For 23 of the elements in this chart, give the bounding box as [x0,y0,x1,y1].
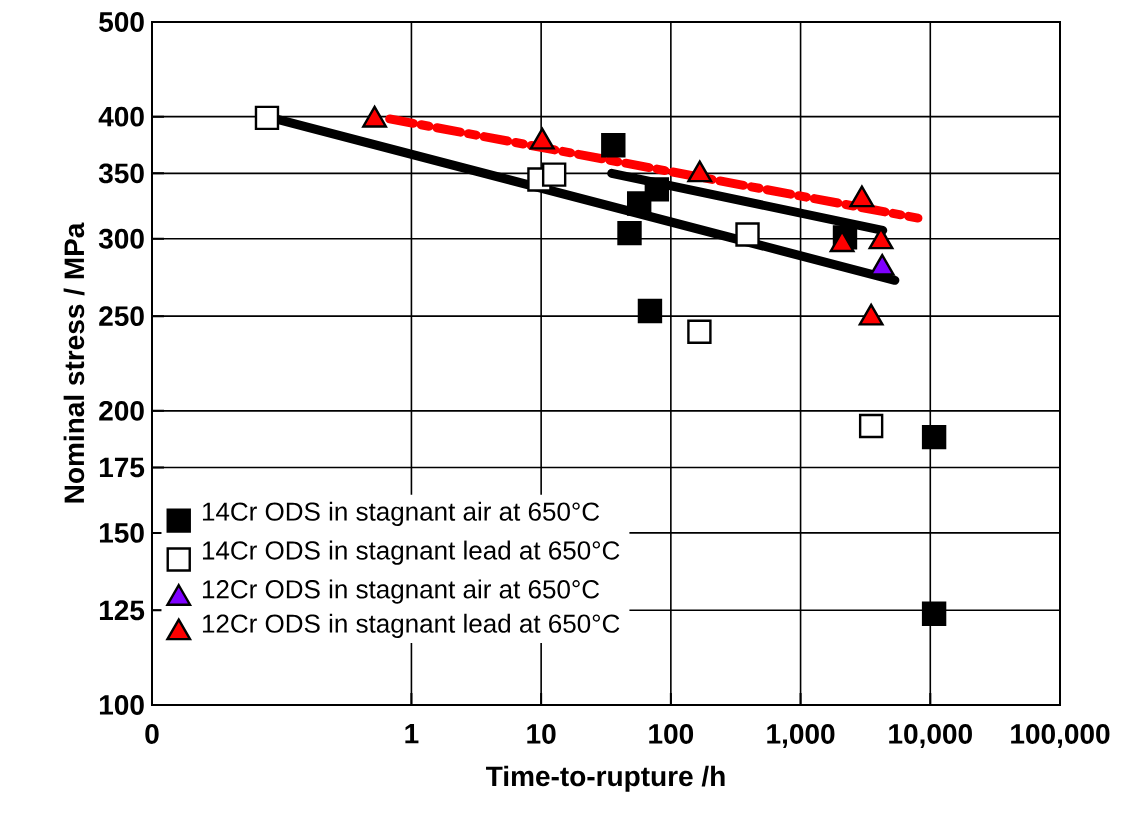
y-tick-label: 400 [98,106,144,127]
legend-label: 12Cr ODS in stagnant air at 650°C [202,579,600,604]
y-tick-label: 100 [99,695,144,715]
y-tick-label: 200 [99,400,144,421]
x-tick-label: 10,000 [889,724,972,748]
x-tick-label: 100 [649,724,694,744]
legend-label: 12Cr ODS in stagnant lead at 650°C [202,613,620,638]
x-tick-label: 1 [405,724,419,744]
legend-label: 14Cr ODS in stagnant air at 650°C [202,501,600,526]
y-tick-label: 350 [98,163,144,184]
y-tick-label: 250 [99,306,144,327]
y-axis-title: Nominal stress / MPa [63,222,85,503]
x-tick-label: 100,000 [1011,724,1110,748]
x-tick-label: 1,000 [767,724,835,748]
legend-label: 14Cr ODS in stagnant lead at 650°C [202,540,620,565]
x-tick-label: 0 [145,724,159,744]
y-tick-label: 175 [99,457,145,478]
y-tick-label: 125 [99,600,145,621]
x-tick-label: 10 [527,724,556,744]
x-axis-title: Time-to-rupture /h [486,765,725,792]
y-tick-label: 500 [99,12,144,32]
y-tick-label: 300 [98,228,144,249]
y-tick-label: 150 [99,522,144,543]
